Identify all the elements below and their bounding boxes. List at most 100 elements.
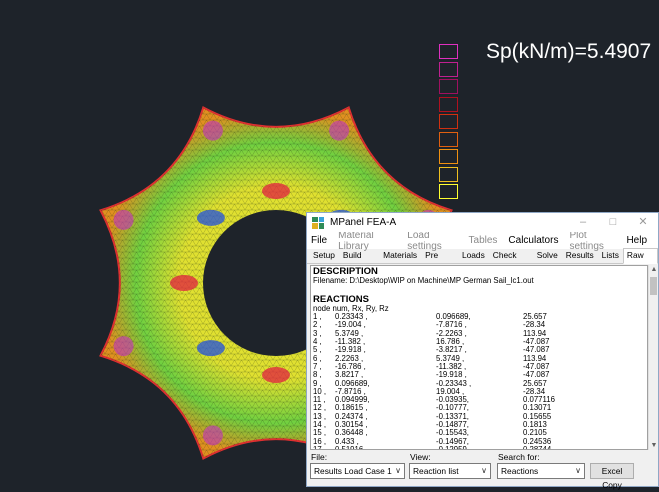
file-select[interactable]: Results Load Case 1 ∨ (310, 463, 405, 479)
table-cell: 13 , (313, 411, 327, 421)
table-row: 14 , 0.30154 , -0.14877, 0.1813 (313, 420, 645, 430)
menu-item-help[interactable]: Help (626, 235, 648, 246)
table-row: 12 , 0.18615 , -0.10777, 0.13071 (313, 404, 645, 412)
table-cell: 113.94 (523, 353, 547, 363)
description-header: DESCRIPTION (313, 266, 378, 277)
scroll-thumb[interactable] (650, 277, 657, 295)
corner-hotspot (113, 336, 134, 357)
table-cell: -0.14967, (436, 436, 469, 446)
menu-item-material-library[interactable]: Material Library (338, 229, 374, 252)
table-cell: 2 , (313, 320, 322, 330)
table-cell: -7.8716 , (436, 320, 467, 330)
app-icon (312, 216, 324, 229)
fea-window[interactable]: MPanel FEA-A – □ ✕ File Material Library L… (306, 212, 659, 490)
chevron-down-icon: ∨ (575, 466, 581, 475)
table-cell: 0.51916 , (335, 444, 368, 450)
stress-hotspot (170, 275, 198, 291)
table-cell: 2.2263 , (335, 353, 364, 363)
scale-swatch (439, 96, 458, 112)
table-row: 11 , 0.094999, -0.03935, 0.077116 (313, 396, 645, 404)
view-select-value: Reaction list (413, 466, 459, 476)
chevron-down-icon: ∨ (481, 466, 487, 475)
raw-data-textbox[interactable]: DESCRIPTION Filename: D:\Desktop\WIP on … (310, 265, 648, 450)
table-cell: 10 , (313, 386, 327, 396)
tab-pre-stress[interactable]: Pre Stress (425, 250, 449, 273)
tab-raw-data[interactable]: Raw Data (622, 248, 658, 273)
table-cell: 6 , (313, 353, 322, 363)
menu-bar: File Material Library Load settings Tables C… (307, 229, 658, 252)
table-cell: -0.23343 , (436, 378, 472, 388)
table-cell: 9 , (313, 378, 322, 388)
tab-results[interactable]: Results (565, 250, 594, 260)
table-cell: 11 , (313, 395, 326, 405)
table-cell: 5.3749 , (335, 328, 364, 338)
menu-item-calculators[interactable]: Calculators (508, 235, 559, 246)
scroll-up-icon[interactable]: ▲ (650, 266, 658, 273)
menu-item-tables[interactable]: Tables (468, 235, 498, 246)
corner-hotspot (329, 120, 350, 141)
vertical-scrollbar[interactable]: ▲ ▼ (648, 265, 658, 450)
filename-line: Filename: D:\Desktop\WIP on Machine\MP G… (313, 276, 534, 285)
menu-item-plot-settings[interactable]: Plot settings (569, 229, 604, 252)
menu-item-load-settings[interactable]: Load settings (407, 229, 442, 252)
tab-setup[interactable]: Setup (313, 250, 335, 260)
table-cell: -0.14877, (436, 420, 469, 430)
search-select[interactable]: Reactions ∨ (497, 463, 585, 479)
table-cell: 3 , (313, 328, 322, 338)
tab-materials[interactable]: Materials (383, 250, 418, 260)
table-cell: -47.087 (523, 370, 550, 380)
excel-copy-button[interactable]: Excel Copy (590, 463, 634, 490)
scroll-down-icon[interactable]: ▼ (650, 442, 658, 449)
table-cell: 0.13071 (523, 403, 552, 413)
table-row: 2 , -19.004 , -7.8716 , -28.34 (313, 321, 645, 329)
table-row: 5 , -19.918 , -3.8217 , -47.087 (313, 346, 645, 354)
table-cell: 0.15655 (523, 411, 552, 421)
corner-hotspot (202, 120, 223, 141)
scale-swatch (439, 79, 458, 94)
window-title: MPanel FEA-A (330, 217, 397, 228)
table-cell: 7 , (313, 361, 322, 371)
close-icon[interactable]: ✕ (638, 216, 648, 228)
tab-build-model[interactable]: Build Model (342, 250, 366, 273)
table-cell: 12 , (313, 403, 327, 413)
tab-lists[interactable]: Lists (601, 250, 619, 260)
stress-hotspot (262, 183, 290, 199)
table-cell: -0.15543, (436, 428, 469, 438)
table-cell: 5 , (313, 345, 322, 355)
table-row: 8 , 3.8217 , -19.918 , -47.087 (313, 371, 645, 379)
table-row: 17 , 0.51916 , -0.12959, 0.28744 (313, 444, 645, 450)
table-cell: 0.18615 , (335, 403, 368, 413)
table-cell: -2.2263 , (436, 328, 467, 338)
search-select-value: Reactions (501, 466, 539, 476)
reaction-rows: 1 , 0.23343 , 0.096689, 25.657 2 , -19.004 , -… (313, 312, 645, 450)
minimize-icon[interactable]: – (579, 216, 587, 228)
stress-hotspot (196, 340, 225, 357)
scale-swatch (439, 44, 458, 59)
tab-loads[interactable]: Loads (461, 250, 485, 260)
table-row: 16 , 0.433 , -0.14967, 0.24536 (313, 436, 645, 446)
table-cell: 0.36448 , (335, 428, 368, 438)
maximize-icon[interactable]: □ (609, 216, 617, 228)
stress-value-label: Sp(kN/m)=5.4907 (486, 40, 652, 63)
table-cell: 0.23343 , (335, 312, 368, 322)
scale-swatch (439, 166, 458, 182)
chevron-down-icon: ∨ (395, 466, 401, 475)
tab-check-model[interactable]: Check Model (492, 250, 517, 273)
table-cell: 14 , (313, 420, 327, 430)
search-label: Search for: (498, 452, 540, 462)
table-row: 15 , 0.36448 , -0.15543, 0.2105 (313, 429, 645, 437)
table-cell: 3.8217 , (335, 370, 364, 380)
stress-hotspot (196, 209, 225, 226)
table-cell: 19.004 , (436, 386, 465, 396)
table-cell: -19.918 , (335, 345, 366, 355)
table-cell: 0.433 , (335, 436, 359, 446)
title-bar[interactable]: MPanel FEA-A – □ ✕ (307, 213, 658, 232)
menu-item-file[interactable]: File (311, 235, 328, 246)
table-row: 4 , -11.382 , 16.786 , -47.087 (313, 337, 645, 347)
view-label: View: (410, 452, 431, 462)
tab-solve[interactable]: Solve (536, 250, 558, 260)
table-cell: -11.382 , (335, 337, 366, 347)
table-cell: 8 , (313, 370, 322, 380)
columns-line: node num, Rx, Ry, Rz (313, 303, 389, 313)
view-select[interactable]: Reaction list ∨ (409, 463, 491, 479)
